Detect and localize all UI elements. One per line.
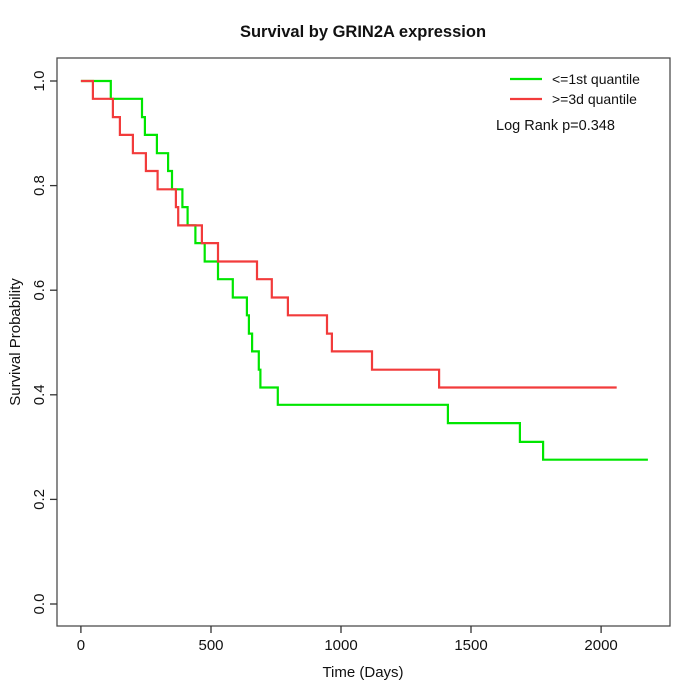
x-tick-label: 1500 xyxy=(454,637,487,654)
log-rank-annotation: Log Rank p=0.348 xyxy=(496,118,615,134)
survival-curves xyxy=(80,79,648,461)
x-tick-label: 0 xyxy=(77,637,85,654)
y-tick-label: 1.0 xyxy=(31,71,48,92)
km-curve-first-quantile xyxy=(80,79,648,461)
y-axis-title: Survival Probability xyxy=(7,278,24,406)
y-tick-label: 0.8 xyxy=(31,175,48,196)
legend-label-first-quantile: <=1st quantile xyxy=(552,71,640,87)
legend: <=1st quantile >=3d quantile Log Rank p=… xyxy=(496,71,640,134)
y-axis: 0.0 0.2 0.4 0.6 0.8 1.0 xyxy=(31,71,57,615)
plot-area-border xyxy=(56,57,671,627)
x-tick-label: 2000 xyxy=(584,637,617,654)
y-tick-label: 0.6 xyxy=(31,280,48,301)
legend-label-third-quantile: >=3d quantile xyxy=(552,91,637,107)
chart-title: Survival by GRIN2A expression xyxy=(240,23,486,41)
y-tick-label: 0.0 xyxy=(31,594,48,615)
y-tick-label: 0.2 xyxy=(31,489,48,510)
km-curve-third-quantile xyxy=(80,79,617,389)
x-tick-label: 500 xyxy=(198,637,223,654)
x-tick-label: 1000 xyxy=(324,637,357,654)
x-axis-title: Time (Days) xyxy=(322,664,403,681)
y-tick-label: 0.4 xyxy=(31,384,48,405)
x-axis: 0 500 1000 1500 2000 xyxy=(77,626,618,654)
